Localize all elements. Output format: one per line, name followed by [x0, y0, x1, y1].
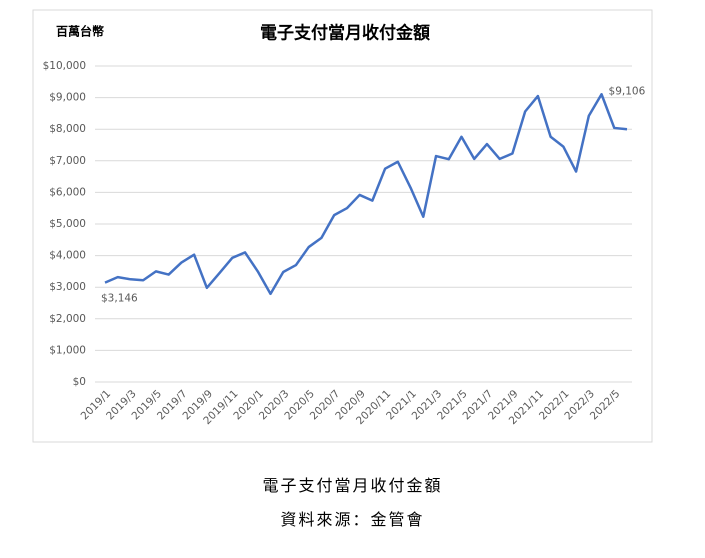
y-tick-label: $1,000	[49, 344, 86, 356]
caption-source: 資料來源：金管會	[280, 510, 425, 529]
y-tick-label: $10,000	[43, 60, 86, 72]
y-tick-label: $4,000	[49, 250, 86, 262]
chart-title: 電子支付當月收付金額	[260, 23, 430, 44]
y-tick-label: $3,000	[49, 281, 86, 293]
y-tick-label: $6,000	[49, 186, 86, 198]
y-tick-label: $9,000	[49, 92, 86, 104]
y-tick-label: $8,000	[49, 123, 86, 135]
y-tick-label: $2,000	[49, 313, 86, 325]
data-label: $9,106	[609, 85, 646, 97]
data-line	[104, 93, 628, 296]
chart: 電子支付當月收付金額 百萬台幣 $0 $1,000 $2,000 $3,000 $4,0…	[32, 9, 653, 443]
data-label: $3,146	[101, 293, 138, 305]
y-tick-label: $7,000	[49, 155, 86, 167]
chart-frame	[32, 9, 653, 443]
caption-title: 電子支付當月收付金額	[262, 476, 443, 495]
y-tick-label: $0	[73, 376, 86, 388]
y-tick-label: $5,000	[49, 218, 86, 230]
y-axis-label: 百萬台幣	[56, 24, 104, 39]
